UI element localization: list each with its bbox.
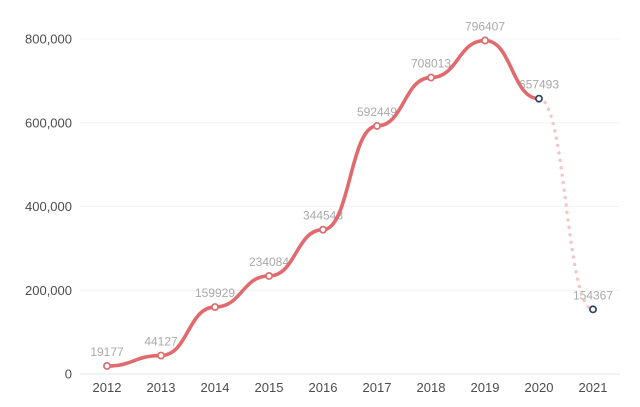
x-axis-tick-label: 2016 — [309, 380, 338, 395]
y-axis-tick-label: 0 — [65, 367, 72, 382]
x-axis-tick-label: 2015 — [255, 380, 284, 395]
data-point-label: 154367 — [573, 288, 613, 302]
data-point[interactable] — [265, 272, 273, 280]
data-point-label: 344548 — [303, 209, 343, 223]
x-axis-tick-label: 2020 — [525, 380, 554, 395]
data-point-label: 159929 — [195, 286, 235, 300]
data-point-label: 657493 — [519, 78, 559, 92]
data-point[interactable] — [373, 121, 381, 130]
x-axis-tick-label: 2018 — [417, 380, 446, 395]
data-point[interactable] — [481, 36, 489, 45]
y-axis-tick-label: 600,000 — [25, 115, 72, 130]
series-line-dashed-forecast — [537, 96, 595, 312]
data-point-label: 44127 — [144, 335, 178, 349]
data-point[interactable] — [211, 303, 219, 311]
x-axis-tick-label: 2014 — [201, 380, 230, 395]
x-axis-tick-label: 2021 — [579, 380, 608, 395]
data-point-label: 592449 — [357, 105, 397, 119]
data-point-label: 234084 — [249, 255, 289, 269]
data-point[interactable] — [535, 94, 543, 103]
x-axis-tick-label: 2013 — [147, 380, 176, 395]
series-line-solid — [105, 38, 541, 368]
y-axis-tick-label: 800,000 — [25, 32, 72, 47]
y-axis-tick-label: 200,000 — [25, 283, 72, 298]
data-point-label: 708013 — [411, 57, 451, 71]
x-axis-tick-label: 2012 — [93, 380, 122, 395]
data-point-label: 19177 — [90, 345, 124, 359]
data-point[interactable] — [157, 351, 165, 360]
y-axis-tick-label: 400,000 — [25, 199, 72, 214]
x-axis-tick-label: 2019 — [471, 380, 500, 395]
data-point[interactable] — [427, 73, 435, 82]
data-point[interactable] — [589, 305, 597, 314]
data-point-label: 796407 — [465, 20, 505, 34]
data-point[interactable] — [319, 225, 327, 234]
data-point[interactable] — [103, 362, 111, 370]
x-axis-tick-label: 2017 — [363, 380, 392, 395]
